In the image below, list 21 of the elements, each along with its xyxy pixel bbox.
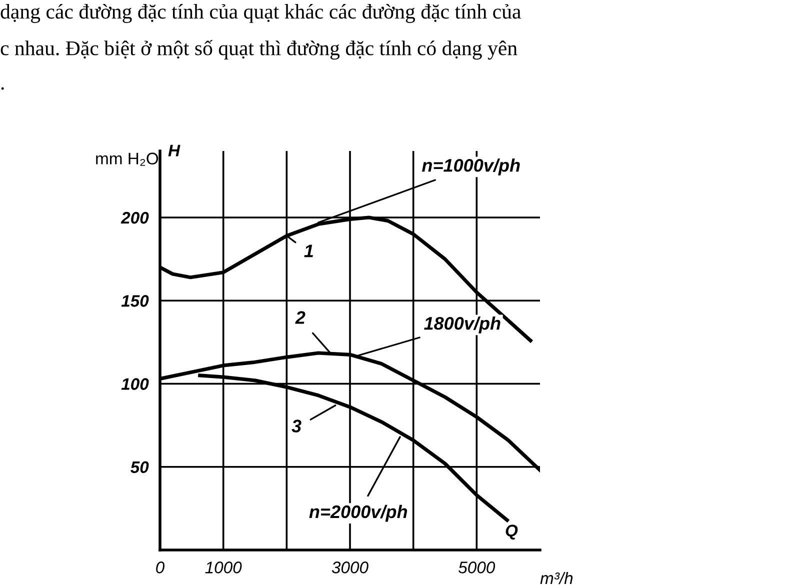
- text: c nhau. Đặc biệt ở một số quạt thì đường đặc tính có dạng yên: [0, 40, 518, 60]
- x-tick-label: 0: [156, 562, 164, 574]
- annotation: 1800v/ph: [424, 316, 500, 334]
- x-tick-label: 3000: [332, 562, 368, 574]
- annotation: 3: [292, 420, 302, 432]
- x-tick-label: 1000: [205, 562, 242, 574]
- y-tick-label: 150: [121, 295, 149, 307]
- x-tick-label: 5000: [458, 562, 496, 574]
- text: dạng các đường đặc tính của quạt khác các đường đặc tính của: [0, 4, 521, 23]
- y-axis-title: mm H₂O: [96, 152, 158, 166]
- y-tick-label: 50: [130, 461, 149, 474]
- annotation: n=1000v/ph: [422, 158, 520, 176]
- annotation: Q: [506, 524, 518, 540]
- annotation: H: [168, 144, 180, 156]
- y-tick-label: 100: [121, 378, 149, 390]
- y-tick-label: 200: [120, 212, 149, 224]
- annotation: 1: [304, 244, 313, 258]
- annotation: n=2000v/ph: [309, 504, 408, 522]
- text: .: [1, 87, 4, 90]
- annotation: 2: [295, 311, 306, 324]
- x-axis-title: m³/h: [540, 572, 573, 584]
